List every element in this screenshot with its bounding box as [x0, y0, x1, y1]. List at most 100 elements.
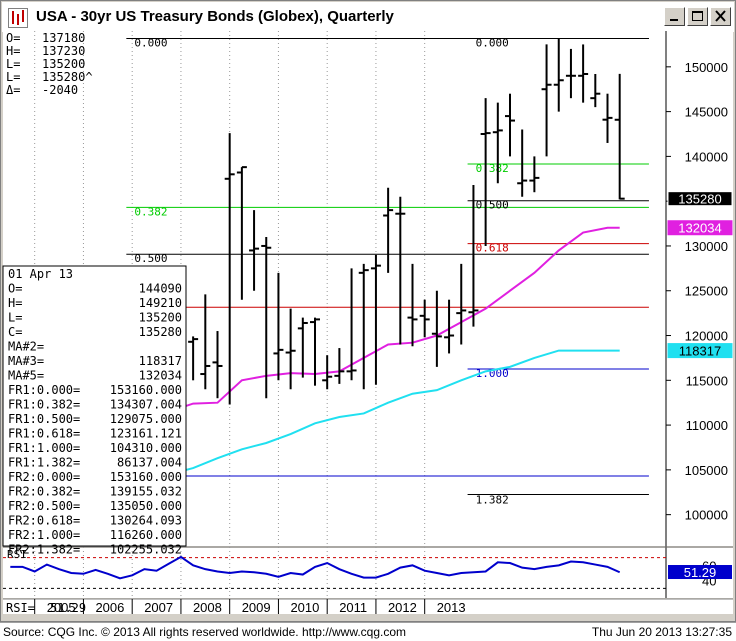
maximize-icon — [692, 11, 703, 21]
price-tick-label: 105000 — [685, 463, 728, 478]
info-date: 01 Apr 13 — [8, 267, 73, 281]
info-row-value: 144090 — [139, 282, 182, 296]
ohlc-bar — [553, 38, 564, 112]
info-row-label: FR2:1.000= — [8, 528, 80, 542]
ma3-badge: 118317 — [679, 344, 721, 359]
info-row-value: 118317 — [139, 354, 182, 368]
date-tick-label: 2012 — [388, 600, 417, 615]
info-panel — [2, 265, 187, 547]
price-tick-label: 130000 — [685, 239, 728, 254]
info-row-value: 134307.004 — [110, 398, 182, 412]
ohlc-bar — [419, 299, 430, 338]
chart-bars-icon — [8, 8, 28, 28]
ohlc-bar — [431, 290, 442, 367]
readout-label: O= — [6, 31, 20, 45]
info-row-value: 104310.000 — [110, 441, 182, 455]
ohlc-bar — [200, 294, 211, 390]
readout-label: Δ= — [6, 83, 20, 97]
price-chart[interactable]: 2005 2006 2007 2008 2009 2010 2011 2012 2013 1500… — [0, 0, 736, 622]
date-tick-label: 2005 — [47, 600, 76, 615]
info-row-label: C= — [8, 325, 22, 339]
info-row-label: O= — [8, 282, 22, 296]
ohlc-bar — [517, 129, 528, 197]
price-tick-label: 115000 — [686, 373, 728, 388]
fib-level-label: 0.000 — [134, 37, 167, 50]
copyright-text: Source: CQG Inc. © 2013 All rights reser… — [3, 625, 407, 639]
rsi-readout-label: RSI= — [6, 601, 35, 615]
close-button[interactable] — [710, 7, 731, 26]
info-row-label: H= — [8, 296, 22, 310]
fib-level-label: 0.000 — [476, 37, 509, 50]
info-row-value: 153160.000 — [110, 383, 182, 397]
fib-level-label: 0.500 — [476, 199, 509, 212]
window-title: USA - 30yr US Treasury Bonds (Globex), Q… — [36, 8, 394, 25]
price-tick-label: 100000 — [685, 508, 728, 523]
ohlc-bar — [358, 263, 369, 390]
maximize-button[interactable] — [687, 7, 708, 26]
rsi-label: RSI — [7, 548, 27, 561]
date-tick-label: 2009 — [242, 600, 271, 615]
ohlc-bar — [505, 93, 515, 157]
last-price-badge: 135280 — [678, 192, 721, 207]
ohlc-bar — [456, 263, 467, 345]
ohlc-bar — [614, 73, 625, 200]
date-tick-label: 2010 — [290, 600, 319, 615]
readout-value: 137230 — [42, 44, 85, 58]
info-row-label: FR1:0.618= — [8, 427, 80, 441]
info-row-label: FR2:0.618= — [8, 514, 80, 528]
readout-value: 137180 — [42, 31, 85, 45]
ohlc-bar — [261, 237, 272, 399]
date-tick-label: 2008 — [193, 600, 222, 615]
price-tick-label: 110000 — [686, 418, 728, 433]
timestamp: Thu Jun 20 2013 13:27:35 — [591, 625, 732, 639]
rsi-line — [10, 555, 621, 580]
ohlc-bar — [383, 187, 394, 273]
ohlc-bar — [529, 156, 540, 193]
ohlc-bar — [395, 196, 406, 345]
ohlc-bar — [273, 272, 284, 381]
price-tick-label: 120000 — [685, 329, 728, 344]
title-bar[interactable]: USA - 30yr US Treasury Bonds (Globex), Q… — [2, 2, 734, 32]
info-row-value: 135280 — [139, 325, 182, 339]
rsi-pane — [3, 548, 666, 598]
info-row-label: FR1:1.382= — [8, 456, 80, 470]
fib-level-label: 0.618 — [476, 242, 509, 255]
info-row-label: FR2:0.500= — [8, 499, 80, 513]
readout-value: 135280^ — [42, 70, 93, 84]
price-tick-label: 140000 — [685, 149, 728, 164]
ohlc-bar — [188, 336, 199, 381]
info-row-label: FR2:1.382= — [8, 543, 80, 557]
info-row-value: 116260.000 — [110, 528, 182, 542]
ma5-badge: 132034 — [678, 221, 721, 236]
footer-bar: Source: CQG Inc. © 2013 All rights reser… — [0, 622, 736, 641]
ohlc-bar — [565, 48, 576, 99]
ohlc-bar — [602, 93, 613, 143]
info-row-label: MA#5= — [8, 369, 44, 383]
readout-label: H= — [6, 44, 20, 58]
rsi-badge: 51.29 — [684, 565, 717, 580]
rsi-readout-value: 51.29 — [50, 601, 86, 615]
info-row-label: FR1:0.000= — [8, 383, 80, 397]
info-row-value: 123161.121 — [110, 427, 182, 441]
fib-level-label: 0.382 — [134, 205, 167, 218]
info-row-value: 153160.000 — [110, 470, 182, 484]
ohlc-bar — [492, 102, 503, 184]
ohlc-bar — [212, 331, 223, 399]
info-row-label: FR2:0.382= — [8, 485, 80, 499]
readout-value: -2040 — [42, 83, 78, 97]
price-tick-label: 125000 — [685, 284, 728, 299]
ohlc-bar — [224, 133, 235, 405]
info-row-label: FR2:0.000= — [8, 470, 80, 484]
info-row-value: 132034 — [139, 369, 182, 383]
ohlc-bar — [590, 73, 601, 108]
ma5-badge-bg — [667, 220, 733, 236]
minimize-icon — [670, 19, 678, 21]
price-axis-pane — [666, 31, 733, 546]
info-row-label: MA#3= — [8, 354, 44, 368]
ohlc-bar — [370, 254, 381, 385]
close-icon — [715, 10, 726, 22]
date-tick-label: 2013 — [437, 600, 466, 615]
fib-level-label: 1.382 — [476, 493, 509, 506]
info-row-value: 135200 — [139, 311, 182, 325]
minimize-button[interactable] — [664, 7, 685, 26]
